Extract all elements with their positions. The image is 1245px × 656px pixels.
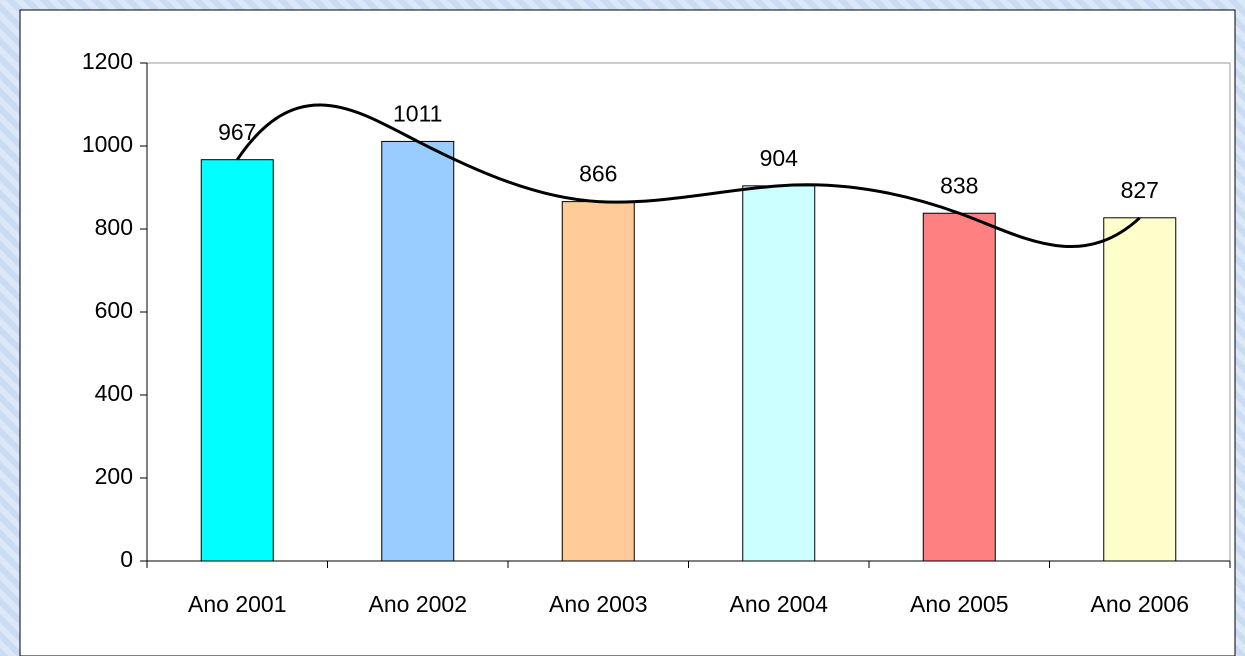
bar: [922, 212, 996, 562]
data-label: 1011: [393, 101, 442, 127]
y-tick-label: 1000: [82, 131, 133, 157]
plot-area: [146, 62, 1231, 562]
y-tick-label: 0: [120, 546, 133, 572]
x-tick-label: Ano 2003: [549, 591, 647, 617]
data-label: 967: [218, 119, 256, 145]
x-tick-label: Ano 2001: [188, 591, 286, 617]
x-tick-label: Ano 2006: [1091, 591, 1189, 617]
data-label: 838: [940, 172, 978, 198]
trendline: [236, 103, 1141, 248]
data-label: 827: [1121, 177, 1159, 203]
y-tick-label: 600: [95, 297, 133, 323]
bar: [200, 159, 274, 562]
x-tick-label: Ano 2004: [730, 591, 829, 617]
y-tick-label: 1200: [82, 48, 133, 74]
data-label: 866: [579, 161, 617, 187]
bar: [381, 140, 455, 562]
data-label: 904: [760, 145, 799, 171]
bar: [742, 185, 816, 562]
bar: [1103, 217, 1177, 562]
bar: [561, 201, 635, 562]
y-tick-label: 200: [95, 463, 133, 489]
x-tick-label: Ano 2002: [369, 591, 467, 617]
x-tick-label: Ano 2005: [910, 591, 1008, 617]
y-tick-label: 400: [95, 380, 133, 406]
y-tick-label: 800: [95, 214, 133, 240]
